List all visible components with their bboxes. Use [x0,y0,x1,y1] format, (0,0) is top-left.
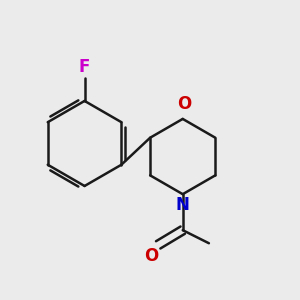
Text: N: N [176,196,190,214]
Text: O: O [144,248,158,266]
Text: O: O [177,95,191,113]
Text: F: F [79,58,90,76]
